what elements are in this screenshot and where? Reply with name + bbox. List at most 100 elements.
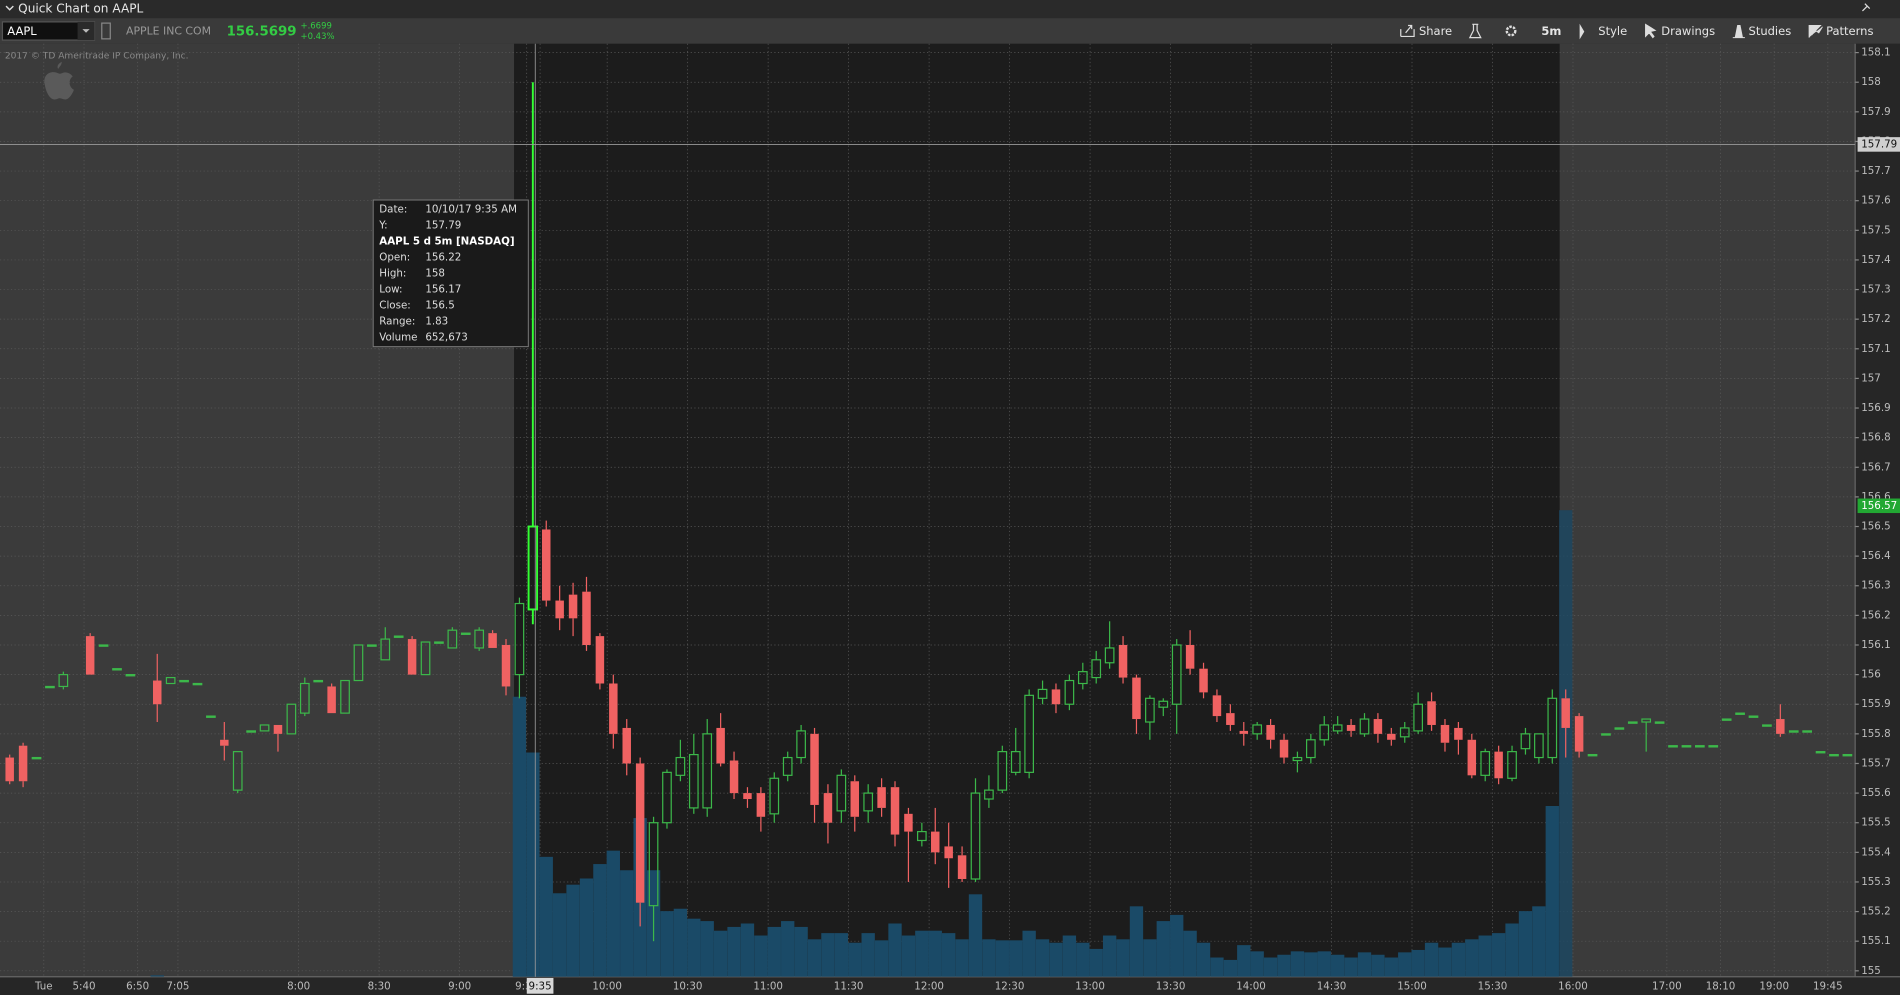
tooltip-value: 157.79 xyxy=(425,220,461,232)
volume-bar xyxy=(1237,945,1251,977)
volume-bar xyxy=(606,850,620,977)
candle-body xyxy=(622,727,631,764)
y-tick-label: 155.6 xyxy=(1861,787,1890,799)
candle-body xyxy=(1077,671,1088,685)
toolbar-button[interactable]: Patterns xyxy=(1826,24,1873,38)
tooltip-value: 10/10/17 9:35 AM xyxy=(425,204,517,216)
candle-body xyxy=(18,745,28,782)
volume-bar xyxy=(848,942,862,977)
candle-body xyxy=(1185,644,1195,669)
y-tick-label: 157.6 xyxy=(1861,195,1890,207)
x-tick-label: 15:00 xyxy=(1397,980,1427,992)
candle-body xyxy=(340,679,350,714)
candle-body xyxy=(1507,751,1517,779)
y-tick-label: 158 xyxy=(1861,76,1881,88)
brand-logo xyxy=(44,61,74,100)
candle-body xyxy=(1829,753,1839,757)
candle-body xyxy=(1199,668,1208,693)
x-tick-highlight xyxy=(526,977,554,994)
flask-icon[interactable] xyxy=(1468,23,1482,39)
gear-icon[interactable] xyxy=(1505,25,1517,37)
toolbar-button[interactable]: 5m xyxy=(1541,24,1561,38)
y-tick-label: 156.8 xyxy=(1861,432,1890,444)
plot: 2017 © TD Ameritrade IP Company, Inc. 155… xyxy=(0,43,1900,995)
candle-body xyxy=(877,787,886,808)
tooltip-value: 158 xyxy=(425,268,445,280)
candle-body xyxy=(380,638,391,661)
candle-body xyxy=(420,641,431,676)
volume-bar xyxy=(1022,930,1036,977)
volume-bar xyxy=(861,933,875,977)
volume-bar xyxy=(1156,921,1170,977)
candle-body xyxy=(232,751,243,791)
candle-body xyxy=(850,781,860,817)
candle-body xyxy=(542,529,551,601)
candle-body xyxy=(206,715,216,718)
volume-bar xyxy=(1518,911,1533,977)
x-tick-label: 8:00 xyxy=(287,980,310,992)
candle-body xyxy=(1010,751,1021,773)
last-price-label: 156.57 xyxy=(1861,500,1897,512)
volume-bar xyxy=(593,864,607,977)
collapse-icon[interactable] xyxy=(5,5,14,11)
x-tick-label: 12:00 xyxy=(914,980,944,992)
volume-bar xyxy=(1438,947,1452,977)
x-tick-label: 8:30 xyxy=(368,980,391,992)
x-tick-label: 14:30 xyxy=(1317,980,1347,992)
candle-body xyxy=(1587,753,1598,757)
tooltip: Date: 10/10/17 9:35 AM Y: 157.79 AAPL 5 d 5m… xyxy=(372,199,529,348)
candle-body xyxy=(1158,700,1169,708)
candle-body xyxy=(997,751,1008,791)
candle-body xyxy=(863,792,874,812)
candle-body xyxy=(944,846,953,859)
volume-bar xyxy=(566,884,580,977)
volume-bar xyxy=(754,935,768,977)
volume-bar xyxy=(1170,914,1184,977)
volume-bar xyxy=(620,870,634,977)
candle-body xyxy=(1520,733,1531,750)
candle-body xyxy=(1721,718,1732,721)
volume-bar xyxy=(888,923,902,977)
tooltip-label: Date: xyxy=(379,204,407,216)
y-tick-label: 157.7 xyxy=(1861,165,1890,177)
candle-body xyxy=(810,733,819,805)
candle-body xyxy=(1252,724,1263,735)
y-tick-label: 156.3 xyxy=(1861,580,1890,592)
candle-body xyxy=(1145,697,1155,723)
symbol[interactable]: AAPL xyxy=(7,24,37,38)
candle-body xyxy=(434,641,444,644)
candle-body xyxy=(1748,715,1759,718)
time-axis-bg xyxy=(0,976,1900,995)
candle-body xyxy=(1561,698,1570,728)
candle-body xyxy=(246,730,256,733)
candle-body xyxy=(1413,703,1424,732)
candle-body xyxy=(286,703,297,735)
candle-body xyxy=(447,629,458,649)
toolbar-button[interactable]: Share xyxy=(1419,24,1452,38)
y-tick-label: 155.1 xyxy=(1861,935,1890,947)
candle-body xyxy=(1440,724,1450,743)
x-tick-label: 13:30 xyxy=(1156,980,1186,992)
volume-bar xyxy=(1465,939,1479,977)
pin-icon[interactable] xyxy=(1862,3,1871,12)
toolbar-button[interactable]: Style xyxy=(1598,24,1627,38)
candle-body xyxy=(1332,724,1343,732)
candle-body xyxy=(501,644,511,687)
tooltip-label: Open: xyxy=(379,252,410,264)
volume-bar xyxy=(1505,923,1519,977)
candle-body xyxy=(58,674,69,688)
volume-bar xyxy=(1371,954,1385,977)
link-icon[interactable] xyxy=(101,22,111,40)
y-tick-label: 157.1 xyxy=(1861,343,1890,355)
candle-body xyxy=(970,792,981,880)
share-icon[interactable] xyxy=(1400,24,1415,38)
toolbar-button[interactable]: Drawings xyxy=(1661,24,1715,38)
candle-body xyxy=(1104,647,1115,664)
volume-bar xyxy=(1277,954,1291,977)
volume-bar xyxy=(552,893,567,977)
last-price: 156.5699 xyxy=(227,25,297,40)
window-title: Quick Chart on AAPL xyxy=(18,2,143,16)
candle-body xyxy=(474,629,485,649)
toolbar-button[interactable]: Studies xyxy=(1749,24,1792,38)
